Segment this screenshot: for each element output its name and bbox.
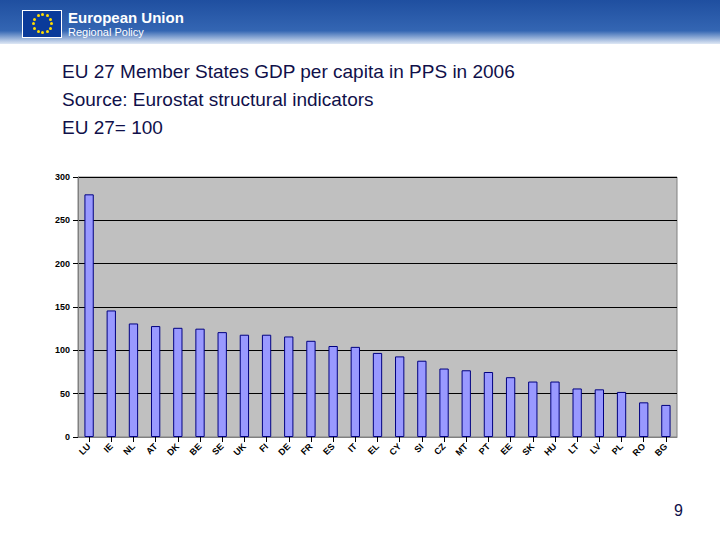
svg-text:HU: HU [542, 441, 558, 457]
svg-text:LV: LV [588, 441, 603, 456]
svg-text:LT: LT [566, 441, 581, 456]
svg-text:EL: EL [366, 441, 382, 457]
svg-text:300: 300 [55, 172, 70, 182]
svg-text:0: 0 [65, 432, 70, 442]
svg-text:100: 100 [55, 345, 70, 355]
svg-text:BE: BE [188, 441, 204, 457]
svg-text:NL: NL [121, 441, 137, 457]
svg-text:FI: FI [257, 441, 270, 454]
html-text:EU 27 Member States GDP per ca: EU 27 Member States GDP per capita in PP… [62, 61, 515, 82]
svg-text:50: 50 [60, 389, 70, 399]
svg-text:LU: LU [77, 441, 93, 457]
svg-text:SI: SI [412, 441, 425, 454]
svg-text:CY: CY [387, 441, 403, 457]
html-text:EU 27= 100: EU 27= 100 [62, 117, 163, 138]
svg-text:PL: PL [610, 441, 626, 457]
svg-text:250: 250 [55, 215, 70, 225]
svg-text:AT: AT [144, 441, 159, 456]
svg-text:DE: DE [276, 441, 292, 457]
svg-text:DK: DK [165, 441, 182, 458]
svg-text:IE: IE [102, 441, 115, 454]
svg-text:PT: PT [477, 441, 493, 457]
svg-text:IT: IT [346, 441, 359, 454]
svg-text:RO: RO [631, 441, 648, 458]
svg-text:BG: BG [653, 441, 670, 458]
svg-text:MT: MT [454, 441, 471, 458]
html-text:9: 9 [674, 502, 683, 519]
svg-text:EE: EE [499, 441, 515, 457]
html-text:Source: Eurostat structural in: Source: Eurostat structural indicators [62, 89, 374, 110]
svg-text:FR: FR [299, 441, 315, 457]
svg-text:ES: ES [321, 441, 337, 457]
svg-text:200: 200 [55, 259, 70, 269]
html-text:Regional Policy: Regional Policy [68, 26, 144, 38]
svg-text:150: 150 [55, 302, 70, 312]
svg-text:UK: UK [232, 441, 249, 458]
svg-text:SK: SK [520, 441, 536, 457]
svg-text:CZ: CZ [432, 441, 448, 457]
html-text:European Union: European Union [68, 9, 184, 26]
svg-text:SE: SE [210, 441, 226, 457]
